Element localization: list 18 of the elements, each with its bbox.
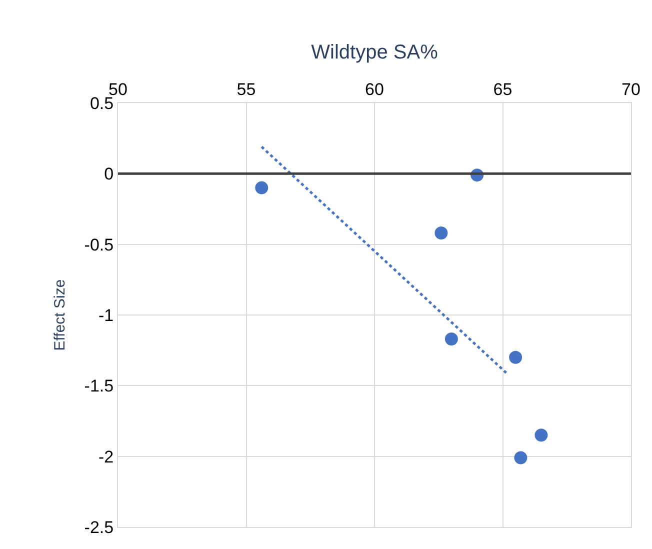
x-tick-label: 70: [622, 80, 640, 100]
y-tick-label: -2.5: [84, 518, 114, 537]
point: [444, 332, 458, 346]
y-axis-title: Effect Size: [52, 279, 69, 351]
x-tick-label: 60: [365, 80, 384, 100]
point: [509, 350, 522, 364]
point: [434, 226, 448, 240]
y-tick-label: -2: [98, 447, 114, 466]
point: [534, 428, 548, 442]
point: [255, 181, 268, 194]
x-tick-label: 55: [236, 80, 256, 100]
x-tick-label: 65: [493, 80, 512, 100]
y-tick-label: 0: [104, 164, 114, 184]
x-axis-title: Wildtype SA%: [311, 42, 438, 64]
y-tick-label: -1.5: [84, 376, 114, 396]
point: [514, 451, 528, 464]
y-tick-label: -0.5: [84, 235, 114, 254]
y-tick-label: -1: [98, 306, 114, 325]
